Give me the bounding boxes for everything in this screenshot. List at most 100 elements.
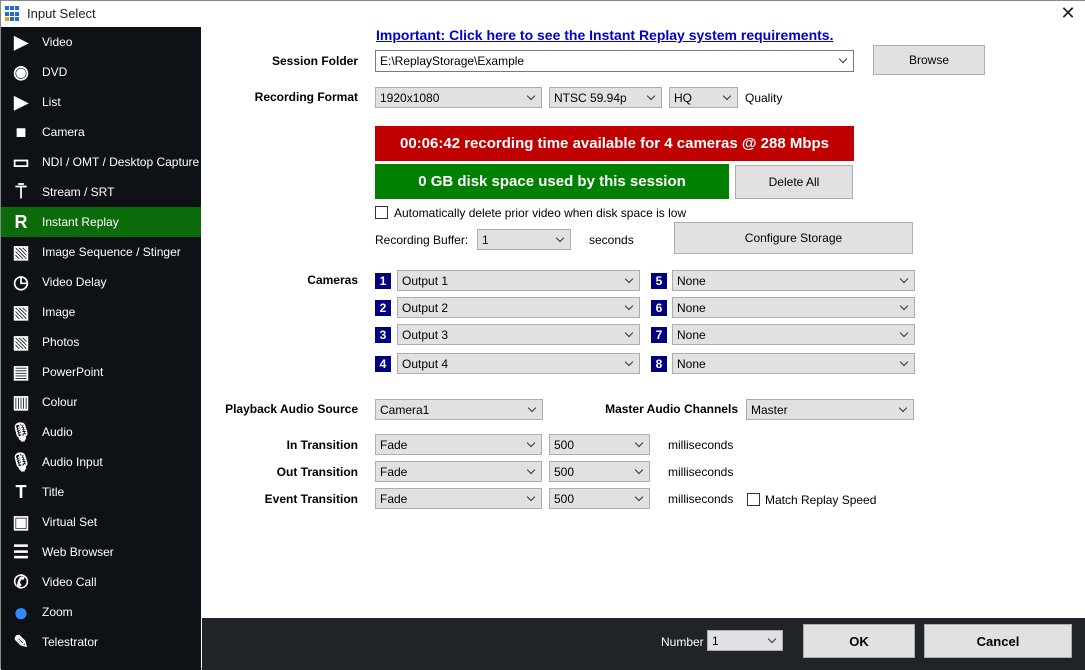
event-transition-select[interactable]: Fade [375,488,542,509]
milliseconds-label: milliseconds [668,438,734,452]
number-label: Number [661,635,704,649]
sidebar-item-video[interactable]: ▶ Video [1,27,201,57]
clock-icon: ◷ [13,271,29,292]
sidebar-item-label: Instant Replay [42,215,119,229]
sidebar-item-photos[interactable]: ▧ Photos [1,327,201,357]
sidebar-item-virtual-set[interactable]: ▣ Virtual Set [1,507,201,537]
camera-3-select[interactable]: Output 3 [397,324,640,345]
sidebar-item-camera[interactable]: ■ Camera [1,117,201,147]
antenna-icon: ⍑ [15,181,27,202]
close-icon[interactable]: ✕ [1060,3,1076,23]
zoom-icon: ● [13,596,29,627]
image-sequence-icon: ▧ [12,241,30,262]
auto-delete-label: Automatically delete prior video when di… [394,206,687,220]
frame-rate-select[interactable]: NTSC 59.94p [549,87,662,108]
recording-format-label: Recording Format [254,90,358,104]
match-replay-speed-checkbox[interactable] [747,493,760,506]
sidebar-item-image-sequence-stinger[interactable]: ▧ Image Sequence / Stinger [1,237,201,267]
playback-audio-select[interactable]: Camera1 [375,399,543,420]
quality-label: Quality [745,91,783,105]
disk-usage-banner: 0 GB disk space used by this session [375,164,729,199]
sidebar-item-ndi-omt-desktop-capture[interactable]: ▭ NDI / OMT / Desktop Capture [1,147,201,177]
master-audio-select[interactable]: Master [746,399,914,420]
sidebar-item-label: PowerPoint [42,365,104,379]
in-duration-select[interactable]: 500 [549,434,650,455]
camera-4-select[interactable]: Output 4 [397,353,640,374]
microphone-icon: 🎙 [9,421,33,442]
cameras-label: Cameras [307,273,358,287]
sidebar-item-label: Camera [42,125,85,139]
disc-icon: ◉ [13,61,29,82]
title-bar: Input Select ✕ [1,1,1085,27]
auto-delete-checkbox[interactable] [375,206,388,219]
camera-6-number: 6 [651,300,667,316]
camera-6-select[interactable]: None [672,297,915,318]
in-transition-label: In Transition [286,438,358,452]
out-duration-select[interactable]: 500 [549,461,650,482]
sidebar-item-label: Zoom [42,605,73,619]
monitor-icon: ▭ [12,151,30,172]
event-duration-select[interactable]: 500 [549,488,650,509]
milliseconds-label: milliseconds [668,465,734,479]
sidebar-item-label: Web Browser [42,545,114,559]
resolution-select[interactable]: 1920x1080 [375,87,542,108]
in-transition-select[interactable]: Fade [375,434,542,455]
sidebar-item-label: Telestrator [42,635,99,649]
colour-icon: ▥ [12,391,30,412]
sidebar-item-web-browser[interactable]: ☰ Web Browser [1,537,201,567]
video-icon: ▶ [14,31,28,52]
footer-bar: Number 1 OK Cancel [202,618,1085,670]
playback-audio-label: Playback Audio Source [225,402,358,416]
camera-3-number: 3 [375,327,391,343]
cancel-button[interactable]: Cancel [924,624,1072,658]
sidebar-item-label: Image [42,305,76,319]
camera-8-number: 8 [651,356,667,372]
number-select[interactable]: 1 [707,630,783,651]
sidebar-item-zoom[interactable]: ● Zoom [1,597,201,627]
sidebar-item-label: Colour [42,395,78,409]
sidebar-item-dvd[interactable]: ◉ DVD [1,57,201,87]
camera-2-select[interactable]: Output 2 [397,297,640,318]
milliseconds-label: milliseconds [668,492,734,506]
image-icon: ▧ [12,301,30,322]
camera-1-select[interactable]: Output 1 [397,270,640,291]
web-browser-icon: ☰ [12,541,30,562]
sidebar-item-video-call[interactable]: ✆ Video Call [1,567,201,597]
session-folder-input[interactable]: E:\ReplayStorage\Example [375,50,854,72]
master-audio-label: Master Audio Channels [605,402,738,416]
camera-5-select[interactable]: None [672,270,915,291]
sidebar: ▶ Video ◉ DVD ▶ List ■ Camera ▭ NDI / OMT / Deskt… [1,27,201,670]
recording-buffer-select[interactable]: 1 [477,229,571,250]
sidebar-item-audio[interactable]: 🎙 Audio [1,417,201,447]
delete-all-button[interactable]: Delete All [735,165,853,199]
photos-icon: ▧ [12,331,30,352]
sidebar-item-list[interactable]: ▶ List [1,87,201,117]
sidebar-item-video-delay[interactable]: ◷ Video Delay [1,267,201,297]
sidebar-item-label: Video Call [42,575,97,589]
sidebar-item-label: DVD [42,65,68,79]
sidebar-item-label: Photos [42,335,80,349]
quality-select[interactable]: HQ [669,87,738,108]
sidebar-item-title[interactable]: T Title [1,477,201,507]
sidebar-item-powerpoint[interactable]: ▤ PowerPoint [1,357,201,387]
window-title: Input Select [27,6,96,21]
configure-storage-button[interactable]: Configure Storage [674,222,913,254]
sidebar-item-stream-srt[interactable]: ⍑ Stream / SRT [1,177,201,207]
sidebar-item-colour[interactable]: ▥ Colour [1,387,201,417]
camera-7-number: 7 [651,327,667,343]
sidebar-item-telestrator[interactable]: ✎ Telestrator [1,627,201,657]
camera-7-select[interactable]: None [672,324,915,345]
ok-button[interactable]: OK [803,624,915,658]
requirements-link[interactable]: Important: Click here to see the Instant… [376,27,834,43]
recording-time-banner: 00:06:42 recording time available for 4 … [375,126,854,161]
out-transition-select[interactable]: Fade [375,461,542,482]
camera-5-number: 5 [651,273,667,289]
telestrator-icon: ✎ [13,631,29,652]
sidebar-item-audio-input[interactable]: 🎙 Audio Input [1,447,201,477]
browse-button[interactable]: Browse [873,45,985,75]
out-transition-label: Out Transition [276,465,358,479]
sidebar-item-instant-replay[interactable]: R Instant Replay [1,207,201,237]
sidebar-item-label: Virtual Set [42,515,98,529]
camera-8-select[interactable]: None [672,353,915,374]
sidebar-item-image[interactable]: ▧ Image [1,297,201,327]
